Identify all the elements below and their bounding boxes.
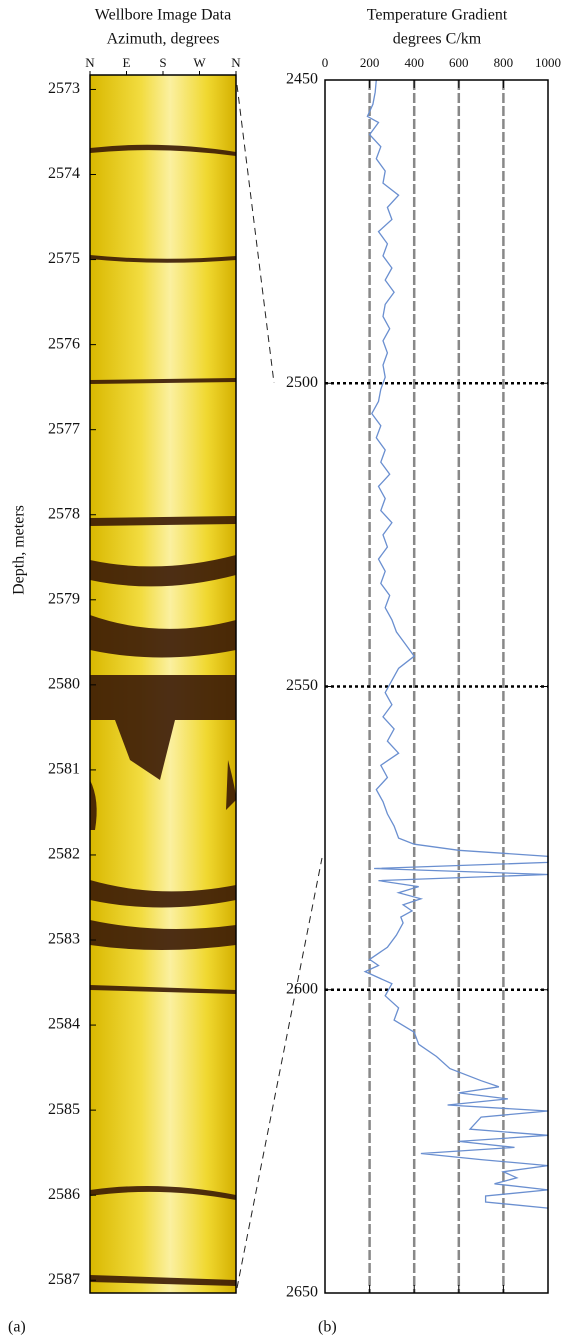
y-tick-label: 2579 xyxy=(48,590,80,607)
y-tick-label: 2585 xyxy=(48,1101,80,1118)
plot-frame xyxy=(325,80,548,1293)
x-axis-label: degrees C/km xyxy=(393,31,482,48)
x-tick-label: W xyxy=(193,55,206,70)
y-tick-label: 2583 xyxy=(48,931,80,948)
y-axis-label: Depth, meters xyxy=(11,505,28,595)
y-tick-label: 2450 xyxy=(286,71,318,88)
panel-label: (b) xyxy=(318,1319,337,1336)
y-tick-label: 2581 xyxy=(48,761,80,778)
x-tick-label: 600 xyxy=(449,55,469,70)
figure: Wellbore Image Data Azimuth, degrees N E S W N… xyxy=(0,0,566,1341)
x-tick-label: 400 xyxy=(404,55,424,70)
x-tick-label: 200 xyxy=(360,55,380,70)
y-tick-label: 2582 xyxy=(48,846,80,863)
y-tick-label: 2584 xyxy=(48,1016,80,1033)
y-tick-label: 2577 xyxy=(48,420,80,437)
x-tick-label: S xyxy=(159,55,166,70)
y-tick-label: 2576 xyxy=(48,335,80,352)
x-tick-label: 800 xyxy=(494,55,514,70)
y-tick-label: 2573 xyxy=(48,80,80,97)
chart-title: Wellbore Image Data xyxy=(95,7,231,24)
wellbore-image xyxy=(90,75,236,1293)
x-tick-label: 1000 xyxy=(535,55,561,70)
x-tick-label: N xyxy=(231,55,241,70)
x-axis-label: Azimuth, degrees xyxy=(107,31,220,48)
y-tick-label: 2578 xyxy=(48,505,80,522)
page: {"chart_data": [ {"type": "image", "titl… xyxy=(0,0,566,1341)
x-tick-label: E xyxy=(123,55,131,70)
y-tick-label: 2600 xyxy=(286,980,318,997)
chart-title: Temperature Gradient xyxy=(367,7,508,24)
y-tick-label: 2586 xyxy=(48,1186,80,1203)
gradient-line xyxy=(365,80,548,1208)
y-tick-label: 2574 xyxy=(48,165,80,182)
y-tick-label: 2650 xyxy=(286,1284,318,1301)
y-tick-label: 2500 xyxy=(286,374,318,391)
y-tick-label: 2550 xyxy=(286,677,318,694)
x-tick-label: 0 xyxy=(322,55,329,70)
y-tick-label: 2580 xyxy=(48,676,80,693)
panel-label: (a) xyxy=(8,1319,26,1336)
y-tick-label: 2575 xyxy=(48,250,80,267)
y-tick-label: 2587 xyxy=(48,1271,80,1288)
x-tick-label: N xyxy=(85,55,95,70)
